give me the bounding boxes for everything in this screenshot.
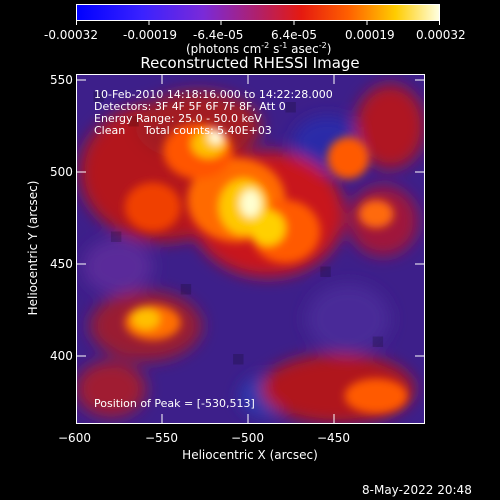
- x-axis-label: Heliocentric X (arcsec): [182, 448, 318, 462]
- colorbar-tick-label: -0.00019: [123, 28, 177, 42]
- peak-position-text: Position of Peak = [-530,513]: [94, 397, 255, 410]
- colorbar-tick-label: 0.00019: [345, 28, 395, 42]
- timestamp: 8-May-2022 20:48: [362, 483, 472, 497]
- colorbar-tick-label: 6.4e-05: [271, 28, 318, 42]
- y-axis-label: Heliocentric Y (arcsec): [26, 180, 40, 316]
- colorbar-tick-label: 0.00032: [416, 28, 466, 42]
- colorbar: [76, 4, 440, 21]
- y-tick-label: 400: [50, 349, 73, 363]
- x-tick-label: −600: [58, 431, 91, 445]
- y-tick-label: 450: [50, 257, 73, 271]
- colorbar-tick-marks: [76, 20, 440, 25]
- energy-range-text: Energy Range: 25.0 - 50.0 keV: [94, 112, 262, 125]
- y-tick-label: 550: [50, 73, 73, 87]
- total-counts-text: Total counts: 5.40E+03: [144, 124, 272, 137]
- page-title: Reconstructed RHESSI Image: [140, 54, 360, 72]
- colorbar-tick-label: -6.4e-05: [193, 28, 244, 42]
- colorbar-units-label: (photons cm-2 s-1 asec-2): [186, 41, 332, 56]
- plot-frame: [76, 74, 425, 424]
- y-tick-label: 500: [50, 165, 73, 179]
- rhessi-image-map: [76, 74, 425, 424]
- x-tick-label: −450: [317, 431, 350, 445]
- colorbar-tick-label: -0.00032: [44, 28, 98, 42]
- method-text: Clean: [94, 124, 126, 137]
- x-tick-label: −550: [145, 431, 178, 445]
- x-tick-label: −500: [231, 431, 264, 445]
- time-range-text: 10-Feb-2010 14:18:16.000 to 14:22:28.000: [94, 88, 333, 101]
- detectors-text: Detectors: 3F 4F 5F 6F 7F 8F, Att 0: [94, 100, 286, 113]
- axis-tick-marks: [76, 74, 425, 424]
